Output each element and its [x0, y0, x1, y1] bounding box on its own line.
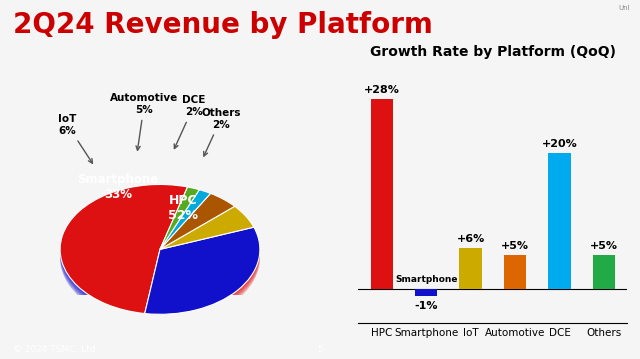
- Wedge shape: [60, 185, 188, 313]
- Bar: [504, 255, 526, 289]
- Wedge shape: [132, 189, 163, 254]
- Bar: [593, 255, 615, 289]
- Wedge shape: [60, 205, 160, 316]
- Wedge shape: [121, 189, 260, 317]
- Bar: [371, 99, 393, 289]
- Bar: [548, 153, 570, 289]
- Wedge shape: [132, 194, 163, 258]
- Wedge shape: [99, 194, 160, 256]
- Text: +5%: +5%: [501, 241, 529, 251]
- Wedge shape: [160, 185, 188, 250]
- Wedge shape: [160, 190, 211, 250]
- Wedge shape: [121, 191, 260, 319]
- Wedge shape: [160, 191, 175, 256]
- Wedge shape: [160, 192, 188, 256]
- Text: Smartphone
33%: Smartphone 33%: [77, 173, 159, 201]
- Wedge shape: [99, 192, 160, 254]
- Wedge shape: [160, 187, 199, 250]
- Wedge shape: [160, 185, 175, 250]
- Text: +6%: +6%: [456, 234, 484, 244]
- Text: +20%: +20%: [541, 139, 577, 149]
- Wedge shape: [121, 194, 260, 321]
- Text: DCE
2%: DCE 2%: [174, 95, 205, 149]
- Wedge shape: [60, 198, 160, 309]
- Wedge shape: [160, 189, 175, 254]
- Wedge shape: [160, 206, 254, 250]
- Wedge shape: [60, 200, 160, 311]
- Text: © 2024 TSMC, Ltd: © 2024 TSMC, Ltd: [13, 345, 95, 354]
- Wedge shape: [145, 227, 260, 314]
- Text: Unl: Unl: [619, 5, 630, 11]
- Wedge shape: [99, 196, 160, 258]
- Bar: [415, 289, 437, 296]
- Title: Growth Rate by Platform (QoQ): Growth Rate by Platform (QoQ): [370, 45, 616, 59]
- Text: +5%: +5%: [590, 241, 618, 251]
- Wedge shape: [121, 187, 260, 314]
- Text: IoT
6%: IoT 6%: [58, 114, 92, 163]
- Wedge shape: [160, 190, 188, 254]
- Wedge shape: [132, 187, 163, 252]
- Wedge shape: [60, 203, 160, 313]
- Text: 5: 5: [317, 345, 323, 354]
- Wedge shape: [60, 207, 160, 318]
- Text: Others
2%: Others 2%: [201, 108, 241, 156]
- Wedge shape: [160, 194, 175, 258]
- Wedge shape: [99, 187, 160, 250]
- Wedge shape: [160, 194, 188, 258]
- Text: +28%: +28%: [364, 85, 399, 94]
- Bar: [460, 248, 482, 289]
- Wedge shape: [160, 187, 188, 252]
- Text: 2Q24 Revenue by Platform: 2Q24 Revenue by Platform: [13, 11, 433, 39]
- Text: -1%: -1%: [415, 301, 438, 311]
- Text: Automotive
5%: Automotive 5%: [110, 93, 179, 150]
- Text: HPC
52%: HPC 52%: [168, 194, 198, 222]
- Wedge shape: [132, 191, 163, 256]
- Wedge shape: [121, 196, 260, 323]
- Wedge shape: [160, 194, 235, 250]
- Wedge shape: [132, 185, 163, 250]
- Wedge shape: [160, 187, 175, 252]
- Text: Smartphone: Smartphone: [395, 275, 458, 284]
- Wedge shape: [99, 189, 160, 252]
